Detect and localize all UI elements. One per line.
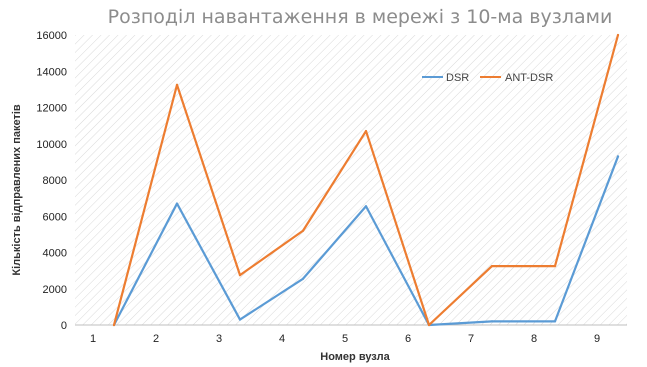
y-tick-label: 6000 — [43, 211, 67, 223]
data-point-ant-dsr — [553, 264, 557, 268]
x-axis: 1 2 3 4 5 6 7 8 9 — [90, 333, 600, 345]
y-tick-label: 14000 — [36, 66, 67, 78]
y-tick-label: 2000 — [43, 284, 67, 296]
x-tick-label: 8 — [531, 333, 537, 345]
data-point-ant-dsr — [301, 229, 305, 232]
data-point-ant-dsr — [427, 323, 431, 327]
x-tick-label: 2 — [153, 333, 159, 345]
x-tick-label: 6 — [405, 333, 411, 345]
legend: DSR ANT-DSR — [422, 72, 553, 84]
data-point-ant-dsr — [112, 323, 116, 327]
legend-label-ant-dsr: ANT-DSR — [505, 72, 553, 84]
x-tick-label: 7 — [468, 333, 474, 345]
x-tick-label: 3 — [216, 333, 222, 345]
data-point-ant-dsr — [238, 274, 242, 277]
x-tick-label: 9 — [594, 333, 600, 345]
data-point-dsr — [175, 202, 179, 205]
plot-background — [75, 35, 627, 325]
data-point-ant-dsr — [364, 129, 368, 133]
data-point-dsr — [238, 318, 242, 321]
data-point-dsr — [301, 277, 305, 280]
y-tick-label: 8000 — [43, 175, 67, 187]
x-tick-label: 4 — [279, 333, 285, 345]
y-axis-label: Кількість відправлених пакетів — [11, 104, 23, 276]
y-tick-label: 16000 — [36, 30, 67, 42]
legend-label-dsr: DSR — [446, 72, 469, 84]
series-layer — [112, 33, 620, 327]
data-point-dsr — [364, 205, 368, 208]
y-tick-label: 0 — [61, 320, 67, 332]
y-axis: 0 2000 4000 6000 8000 10000 12000 14000 16000 — [36, 30, 67, 332]
data-point-dsr — [616, 155, 620, 158]
data-point-ant-dsr — [616, 33, 620, 37]
x-axis-label: Номер вузла — [320, 351, 390, 363]
y-tick-label: 10000 — [36, 139, 67, 151]
data-point-ant-dsr — [490, 264, 494, 268]
data-point-ant-dsr — [175, 83, 179, 86]
y-tick-label: 4000 — [43, 248, 67, 260]
data-point-dsr — [553, 320, 557, 323]
y-tick-label: 12000 — [36, 103, 67, 115]
data-point-dsr — [490, 320, 494, 323]
x-tick-label: 5 — [342, 333, 348, 345]
x-tick-label: 1 — [90, 333, 96, 345]
chart-title: Розподіл навантаження в мережі з 10-ма в… — [108, 6, 613, 28]
